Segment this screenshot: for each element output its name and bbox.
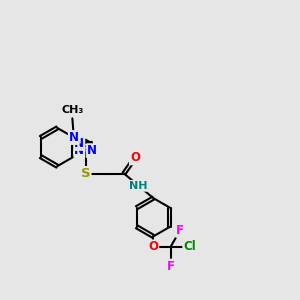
Text: O: O xyxy=(148,240,158,254)
Text: N: N xyxy=(74,144,84,157)
Text: N: N xyxy=(87,144,97,157)
Text: NH: NH xyxy=(129,181,148,191)
Text: O: O xyxy=(130,151,140,164)
Text: F: F xyxy=(167,260,175,273)
Text: Cl: Cl xyxy=(183,240,196,254)
Text: N: N xyxy=(74,137,84,150)
Text: N: N xyxy=(69,131,79,144)
Text: S: S xyxy=(81,167,91,180)
Text: CH₃: CH₃ xyxy=(61,105,83,115)
Text: F: F xyxy=(176,224,184,237)
